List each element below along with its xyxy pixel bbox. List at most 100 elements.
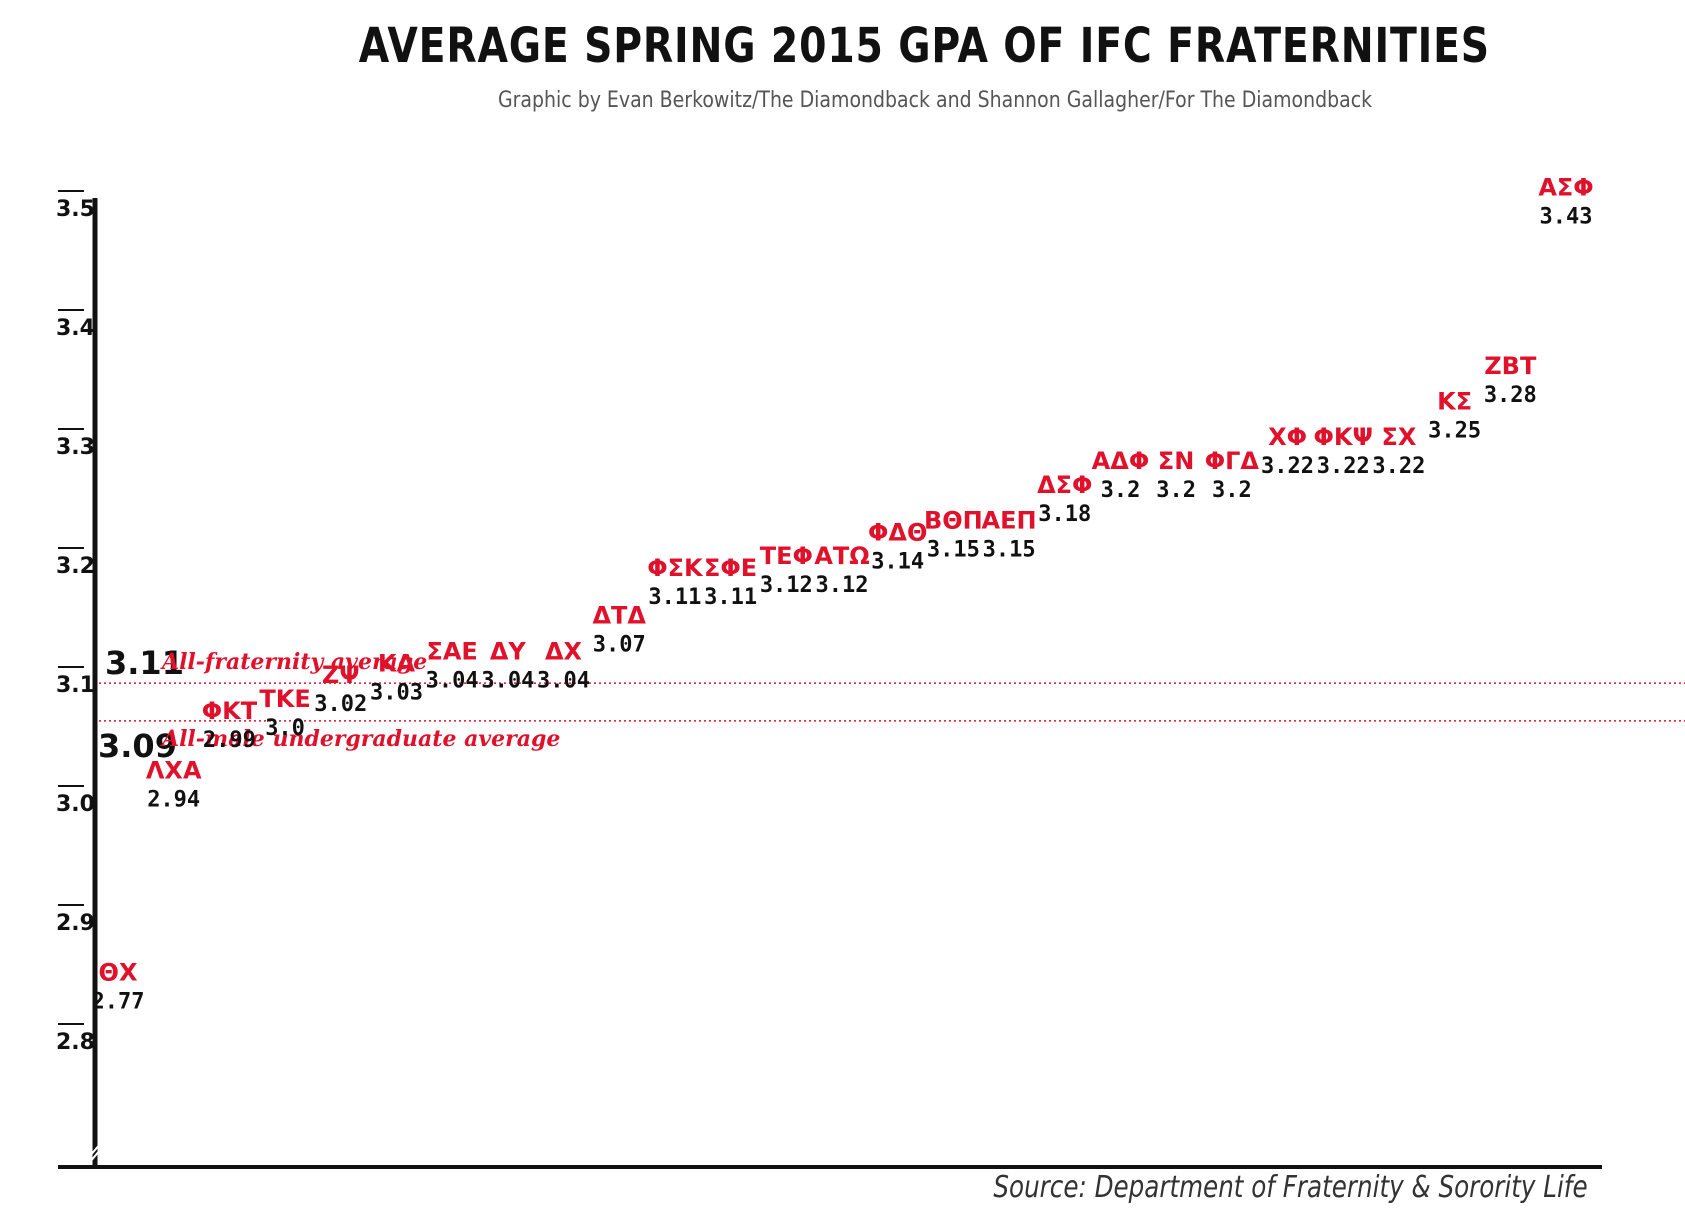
data-point: ΖΒΤ 3.28 <box>1484 352 1537 408</box>
point-value: 3.28 <box>1484 383 1537 408</box>
point-name: ΦΚΤ <box>202 697 258 725</box>
point-name: ΤΚΕ <box>259 685 310 713</box>
data-point: ΧΦ 3.22 <box>1261 423 1314 479</box>
point-value: 3.22 <box>1261 454 1314 479</box>
y-tick-label: 3.2 <box>56 554 95 579</box>
data-point: ΣΧ 3.22 <box>1372 423 1425 479</box>
point-value: 3.18 <box>1038 502 1091 527</box>
data-point: ΑΔΦ 3.2 <box>1092 447 1150 503</box>
point-value: 3.14 <box>871 549 924 574</box>
point-value: 3.2 <box>1212 478 1252 503</box>
point-value: 3.43 <box>1540 204 1593 229</box>
data-point: ΛΧΑ 2.94 <box>146 756 202 812</box>
point-value: 3.2 <box>1101 478 1141 503</box>
point-name: ΔΧ <box>545 637 583 665</box>
point-name: ΣΦΕ <box>704 554 757 582</box>
point-value: 3.11 <box>704 585 757 610</box>
point-value: 3.04 <box>537 668 590 693</box>
point-value: 3.11 <box>648 585 701 610</box>
reference-value: 3.09 <box>98 727 177 765</box>
point-name: ΚΑ <box>378 649 416 677</box>
point-value: 3.07 <box>593 633 646 658</box>
data-point: ΑΣΦ 3.43 <box>1538 173 1593 229</box>
point-name: ΧΦ <box>1268 423 1307 451</box>
data-point: ΤΚΕ 3.0 <box>259 685 310 741</box>
point-name: ΤΕΦ <box>760 542 813 570</box>
point-value: 3.15 <box>927 538 980 563</box>
data-point: ΦΣΚ 3.11 <box>647 554 704 610</box>
y-tick-label: 3.4 <box>56 316 95 341</box>
point-value: 3.12 <box>816 573 869 598</box>
axis-break-mark <box>89 1143 101 1157</box>
point-value: 3.2 <box>1156 478 1196 503</box>
point-value: 3.15 <box>983 538 1036 563</box>
point-name: ΣΧ <box>1381 423 1416 451</box>
data-point: ΖΨ 3.02 <box>314 661 367 717</box>
data-point: ΔΥ 3.04 <box>481 637 534 693</box>
point-name: ΖΒΤ <box>1484 352 1537 380</box>
point-name: ΘΧ <box>99 959 138 987</box>
point-name: ΒΘΠ <box>924 507 983 535</box>
point-name: ΑΔΦ <box>1092 447 1150 475</box>
source-note: Source: Department of Fraternity & Soror… <box>993 1170 1588 1205</box>
y-tick-label: 3.3 <box>56 435 95 460</box>
data-point: ΑΤΩ 3.12 <box>814 542 869 598</box>
point-name: ΑΤΩ <box>814 542 869 570</box>
data-point: ΣΦΕ 3.11 <box>704 554 757 610</box>
y-tick-label: 2.9 <box>56 911 95 936</box>
data-point: ΤΕΦ 3.12 <box>760 542 813 598</box>
data-point: ΔΤΔ 3.07 <box>592 602 646 658</box>
data-point: ΚΑ 3.03 <box>370 649 423 705</box>
point-name: ΔΥ <box>490 637 527 665</box>
point-value: 3.12 <box>760 573 813 598</box>
data-point: ΦΚΤ 2.99 <box>202 697 258 753</box>
point-name: ΛΧΑ <box>146 756 202 784</box>
point-value: 3.04 <box>426 668 479 693</box>
point-name: ΣΑΕ <box>426 637 477 665</box>
reference-label: All-male undergraduate average <box>160 726 560 752</box>
axes: 3.5 3.4 3.3 3.2 3.1 3.0 2.9 2.8 <box>56 190 1602 1169</box>
point-name: ΔΣΦ <box>1037 471 1092 499</box>
data-point: ΔΧ 3.04 <box>537 637 590 693</box>
data-point: ΦΚΨ 3.22 <box>1314 423 1373 479</box>
point-name: ΦΚΨ <box>1314 423 1373 451</box>
point-value: 3.04 <box>481 668 534 693</box>
y-tick-label: 3.1 <box>56 673 95 698</box>
point-name: ΦΓΔ <box>1205 447 1260 475</box>
y-tick-label: 3.5 <box>56 197 95 222</box>
data-point: ΣΝ 3.2 <box>1156 447 1196 503</box>
point-value: 3.02 <box>314 692 367 717</box>
point-value: 3.03 <box>370 680 423 705</box>
reference-label: All-fraternity average <box>160 649 427 675</box>
point-name: ΑΣΦ <box>1538 173 1593 201</box>
data-point: ΚΣ 3.25 <box>1428 388 1481 444</box>
point-value: 3.22 <box>1372 454 1425 479</box>
point-value: 3.0 <box>265 716 305 741</box>
point-name: ΔΤΔ <box>592 602 646 630</box>
y-tick-label: 3.0 <box>56 792 95 817</box>
data-point: ΑΕΠ 3.15 <box>982 507 1037 563</box>
reference-value: 3.11 <box>105 644 184 682</box>
point-name: ΖΨ <box>322 661 360 689</box>
data-point: ΔΣΦ 3.18 <box>1037 471 1092 527</box>
point-name: ΦΔΘ <box>868 518 927 546</box>
point-value: 2.77 <box>92 990 145 1015</box>
point-value: 2.94 <box>147 787 200 812</box>
data-point: ΣΑΕ 3.04 <box>426 637 479 693</box>
point-name: ΚΣ <box>1437 388 1472 416</box>
axis-break-mark <box>89 1149 101 1163</box>
data-point: ΘΧ 2.77 <box>92 959 145 1015</box>
data-point: ΦΓΔ 3.2 <box>1205 447 1260 503</box>
y-tick-label: 2.8 <box>56 1030 95 1055</box>
point-value: 3.25 <box>1428 419 1481 444</box>
chart-subtitle: Graphic by Evan Berkowitz/The Diamondbac… <box>497 88 1373 113</box>
point-value: 2.99 <box>203 728 256 753</box>
point-name: ΦΣΚ <box>647 554 704 582</box>
data-point: ΒΘΠ 3.15 <box>924 507 983 563</box>
point-name: ΣΝ <box>1158 447 1194 475</box>
chart-title: AVERAGE SPRING 2015 GPA OF IFC FRATERNIT… <box>358 18 1490 74</box>
point-value: 3.22 <box>1317 454 1370 479</box>
